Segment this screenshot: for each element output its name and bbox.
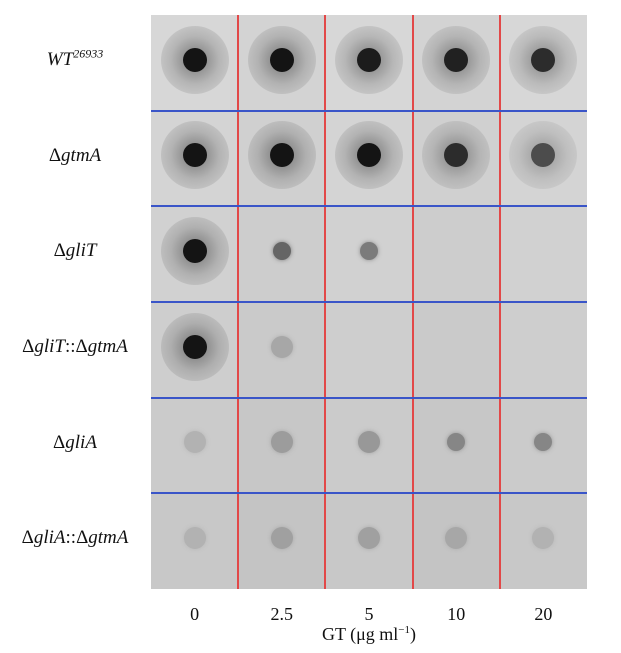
row-divider	[151, 396, 587, 399]
plate-cell	[325, 110, 413, 207]
plate-cell	[238, 397, 326, 494]
strain-label: ΔgliA::ΔgtmA	[21, 527, 129, 549]
plate-cell	[238, 493, 326, 589]
colony-spot	[444, 143, 469, 168]
concentration-tick: 20	[534, 604, 553, 624]
row-divider	[151, 492, 587, 495]
colony-spot	[447, 433, 466, 452]
plate-cell	[499, 110, 587, 207]
strain-label: ΔgliA	[53, 431, 97, 453]
plate-cell	[499, 15, 587, 111]
strain-label: ΔgliT::ΔgtmA	[22, 335, 128, 357]
concentration-tick: 10	[447, 604, 466, 624]
colony-spot	[183, 431, 206, 454]
concentration-tick: 2.5	[270, 604, 294, 624]
concentration-tick: 5	[364, 604, 374, 624]
colony-spot	[269, 47, 294, 72]
colony-spot	[183, 527, 206, 550]
plate-cell	[238, 110, 326, 207]
colony-spot	[272, 242, 291, 261]
concentration-tick: 0	[190, 604, 200, 624]
x-axis-title: GT (μg ml−1)	[321, 624, 417, 644]
colony-spot	[445, 527, 468, 550]
strain-label: ΔgtmA	[48, 144, 102, 166]
plate-cell	[412, 302, 500, 398]
colony-spot	[532, 527, 555, 550]
plate-cell	[325, 302, 413, 398]
colony-spot	[356, 143, 381, 168]
plate-cell	[412, 15, 500, 111]
row-divider	[151, 301, 587, 303]
colony-spot	[182, 239, 207, 264]
plate-cell	[325, 397, 413, 494]
plate-cell	[238, 302, 326, 398]
spot-assay-grid	[151, 15, 587, 589]
plate-cell	[412, 206, 500, 302]
strain-label: ΔgliT	[53, 240, 97, 262]
colony-spot	[270, 335, 293, 358]
strain-label: WT26933	[46, 46, 104, 70]
plate-cell	[151, 15, 239, 111]
colony-spot	[182, 334, 207, 359]
colony-spot	[534, 433, 553, 452]
colony-spot	[531, 47, 556, 72]
colony-spot	[182, 143, 207, 168]
colony-spot	[356, 47, 381, 72]
colony-spot	[270, 431, 293, 454]
colony-spot	[359, 242, 378, 261]
plate-cell	[499, 302, 587, 398]
colony-spot	[531, 143, 556, 168]
plate-cell	[151, 110, 239, 207]
row-divider	[151, 109, 587, 112]
colony-spot	[357, 527, 380, 550]
row-divider	[151, 205, 587, 208]
plate-cell	[151, 397, 239, 494]
plate-cell	[151, 302, 239, 398]
plate-cell	[412, 493, 500, 589]
colony-spot	[270, 527, 293, 550]
plate-cell	[238, 15, 326, 111]
plate-cell	[325, 206, 413, 302]
colony-spot	[182, 47, 207, 72]
plate-cell	[499, 493, 587, 589]
plate-cell	[499, 206, 587, 302]
plate-cell	[151, 206, 239, 302]
plate-cell	[412, 397, 500, 494]
plate-cell	[238, 206, 326, 302]
plate-cell	[151, 493, 239, 589]
plate-cell	[412, 110, 500, 207]
plate-cell	[499, 397, 587, 494]
plate-cell	[325, 493, 413, 589]
colony-spot	[357, 431, 380, 454]
plate-cell	[325, 15, 413, 111]
colony-spot	[444, 47, 469, 72]
colony-spot	[269, 143, 294, 168]
